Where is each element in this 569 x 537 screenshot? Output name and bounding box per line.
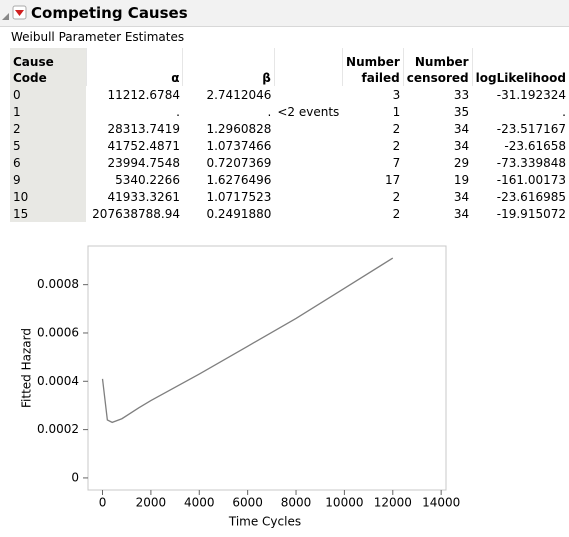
x-tick-label: 10000 — [325, 496, 363, 510]
x-tick-label: 12000 — [374, 496, 412, 510]
header-icons[interactable] — [0, 2, 28, 26]
x-tick-label: 14000 — [422, 496, 460, 510]
table-cell: -23.616985 — [496, 189, 566, 204]
x-tick-label: 2000 — [136, 496, 167, 510]
table-cell: 1.0737466 — [206, 138, 272, 153]
table-cell: 1.0717523 — [206, 189, 272, 204]
x-tick-label: 4000 — [184, 496, 215, 510]
table-cell — [274, 188, 342, 205]
table-cell: 34 — [453, 138, 470, 153]
table-cell: 1.2960828 — [206, 121, 272, 136]
column-header: α — [85, 48, 183, 86]
column-header: logLikelihood — [471, 48, 569, 86]
table-cell: . — [562, 104, 566, 119]
table-row: 0 11212.6784 2.7412046 3 33 -31.192324 — [10, 86, 569, 103]
table-row: 15 207638788.94 0.2491880 2 34 -19.915072 — [10, 205, 569, 222]
table-cell: 9 — [10, 171, 87, 188]
table-cell: 6 — [10, 154, 87, 171]
table-cell: 34 — [453, 121, 470, 136]
table-cell: 1 — [10, 103, 87, 120]
table-row: 6 23994.7548 0.7207369 7 29 -73.339848 — [10, 154, 569, 171]
table-cell: 10 — [10, 188, 87, 205]
column-header — [273, 48, 343, 86]
table-cell: 1.6276496 — [206, 172, 272, 187]
table-cell: -31.192324 — [496, 87, 566, 102]
x-tick-label: 0 — [99, 496, 107, 510]
table-cell: 2 — [392, 206, 401, 221]
table-cell: 17 — [385, 172, 401, 187]
line — [101, 257, 394, 424]
table-cell: 0.7207369 — [206, 155, 272, 170]
table-cell: -161.00173 — [496, 172, 566, 187]
chart: 0 2000 4000 6000 8000 10000 12000 14000 0 0.0002 0… — [20, 245, 460, 529]
table-cell: 207638788.94 — [92, 206, 180, 221]
table-cell: 5340.2266 — [115, 172, 180, 187]
table-cell: 2.7412046 — [206, 87, 272, 102]
table-row: 2 28313.7419 1.2960828 2 34 -23.517167 — [10, 120, 569, 137]
x-axis-label: Time Cycles — [228, 515, 301, 529]
table-cell: 35 — [453, 104, 470, 119]
y-tick-label: 0.0004 — [37, 374, 79, 388]
title: Competing Causes — [31, 4, 188, 22]
table-cell: 34 — [453, 189, 470, 204]
table-cell: 2 — [392, 138, 401, 153]
table-cell: -23.61658 — [504, 138, 566, 153]
y-tick-label: 0 — [71, 470, 79, 484]
table-title: Weibull Parameter Estimates — [11, 30, 185, 44]
header: Competing Causes — [0, 0, 569, 27]
y-tick-label: 0.0002 — [37, 422, 79, 436]
table-cell — [274, 154, 342, 171]
table-cell: 1 — [392, 104, 401, 119]
y-axis-label: Fitted Hazard — [20, 328, 34, 408]
table-cell: 23994.7548 — [107, 155, 180, 170]
table-cell: 19 — [453, 172, 470, 187]
table-cell: -19.915072 — [496, 206, 566, 221]
table-cell: 11212.6784 — [107, 87, 180, 102]
table-cell: 28313.7419 — [107, 121, 180, 136]
table-cell: 41933.3261 — [107, 189, 180, 204]
plot-frame — [87, 245, 447, 491]
column-header: Cause Code — [10, 48, 87, 86]
table-cell: 29 — [453, 155, 470, 170]
table-row: 5 41752.4871 1.0737466 2 34 -23.61658 — [10, 137, 569, 154]
table-cell: 0.2491880 — [206, 206, 272, 221]
table-cell — [274, 205, 342, 222]
table-cell: -23.517167 — [496, 121, 566, 136]
table-cell — [274, 137, 342, 154]
column-header: β — [182, 48, 275, 86]
x-tick-label: 6000 — [232, 496, 263, 510]
table-row: 9 5340.2266 1.6276496 17 19 -161.00173 — [10, 171, 569, 188]
table-cell: 33 — [453, 87, 470, 102]
table: Cause Code α β Number failed Number censored… — [10, 48, 569, 222]
table-cell — [274, 86, 342, 103]
table-cell: 7 — [392, 155, 401, 170]
table-cell: -73.339848 — [496, 155, 566, 170]
table-cell: 3 — [392, 87, 401, 102]
y-tick-label: 0.0008 — [37, 277, 79, 291]
table-cell: 15 — [10, 205, 87, 222]
table-cell: . — [176, 104, 180, 119]
column-header: Number failed — [341, 48, 404, 86]
table-cell: 2 — [10, 120, 87, 137]
table-cell: 2 — [392, 121, 401, 136]
table-cell: <2 events — [277, 104, 340, 119]
y-tick-label: 0.0006 — [37, 325, 79, 339]
table-cell: . — [267, 104, 272, 119]
x-tick-label: 8000 — [281, 496, 312, 510]
table-row: 10 41933.3261 1.0717523 2 34 -23.616985 — [10, 188, 569, 205]
table-cell — [274, 171, 342, 188]
table-cell — [274, 120, 342, 137]
table-cell: 5 — [10, 137, 87, 154]
table-cell: 34 — [453, 206, 470, 221]
table-cell: 0 — [10, 86, 87, 103]
table-row: 1.. <2 events 1 35. — [10, 103, 569, 120]
table-cell: 41752.4871 — [107, 138, 180, 153]
table-cell: 2 — [392, 189, 401, 204]
column-header: Number censored — [402, 48, 473, 86]
